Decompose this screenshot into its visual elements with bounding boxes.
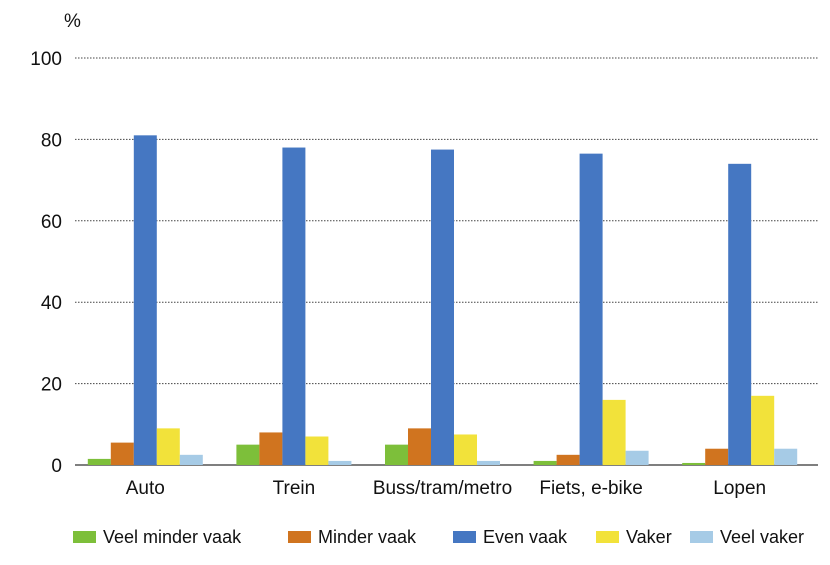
- legend: Veel minder vaak Minder vaak Even vaak Vake…: [73, 527, 804, 547]
- bar: [556, 454, 580, 465]
- bar: [328, 460, 352, 465]
- bar: [533, 460, 557, 465]
- y-tick-label: 20: [41, 375, 62, 396]
- legend-swatch: [288, 531, 311, 543]
- y-tick-label: 80: [41, 130, 62, 151]
- bar: [133, 135, 157, 465]
- category-label: Trein: [273, 478, 316, 499]
- y-axis-ticks: 0 20 40 60 80 100: [30, 49, 62, 477]
- bar: [728, 163, 752, 465]
- bar: [625, 450, 649, 465]
- legend-swatch: [596, 531, 619, 543]
- y-tick-label: 100: [30, 49, 62, 70]
- bar: [682, 462, 706, 465]
- legend-swatch: [453, 531, 476, 543]
- y-tick-label: 60: [41, 212, 62, 233]
- bar: [305, 436, 329, 465]
- bar: [602, 399, 626, 465]
- bar: [431, 149, 454, 465]
- legend-label: Veel minder vaak: [103, 527, 242, 547]
- y-tick-label: 0: [51, 456, 62, 477]
- legend-label: Even vaak: [483, 527, 568, 547]
- bar: [110, 442, 134, 465]
- bars: [87, 135, 798, 466]
- bar: [774, 448, 798, 465]
- y-axis-unit-label: %: [64, 11, 81, 32]
- bar: [87, 458, 111, 465]
- bar: [282, 147, 306, 466]
- legend-label: Vaker: [626, 527, 672, 547]
- category-labels: Auto Trein Buss/tram/metro Fiets, e-bike Lop…: [126, 478, 766, 499]
- legend-swatch: [690, 531, 713, 543]
- bar: [408, 428, 431, 465]
- bar: [751, 395, 775, 465]
- bar: [705, 448, 729, 465]
- bar: [236, 444, 260, 465]
- category-label: Fiets, e-bike: [539, 478, 642, 499]
- bar: [179, 454, 203, 465]
- bar: [477, 460, 500, 465]
- bar: [454, 434, 477, 465]
- legend-label: Veel vaker: [720, 527, 804, 547]
- category-label: Auto: [126, 478, 165, 499]
- bar: [156, 428, 180, 465]
- category-label: Buss/tram/metro: [373, 478, 512, 499]
- category-label: Lopen: [713, 478, 766, 499]
- legend-label: Minder vaak: [318, 527, 417, 547]
- bar: [385, 444, 408, 465]
- bar: [259, 432, 283, 465]
- legend-swatch: [73, 531, 96, 543]
- bar: [579, 153, 603, 465]
- y-tick-label: 40: [41, 293, 62, 314]
